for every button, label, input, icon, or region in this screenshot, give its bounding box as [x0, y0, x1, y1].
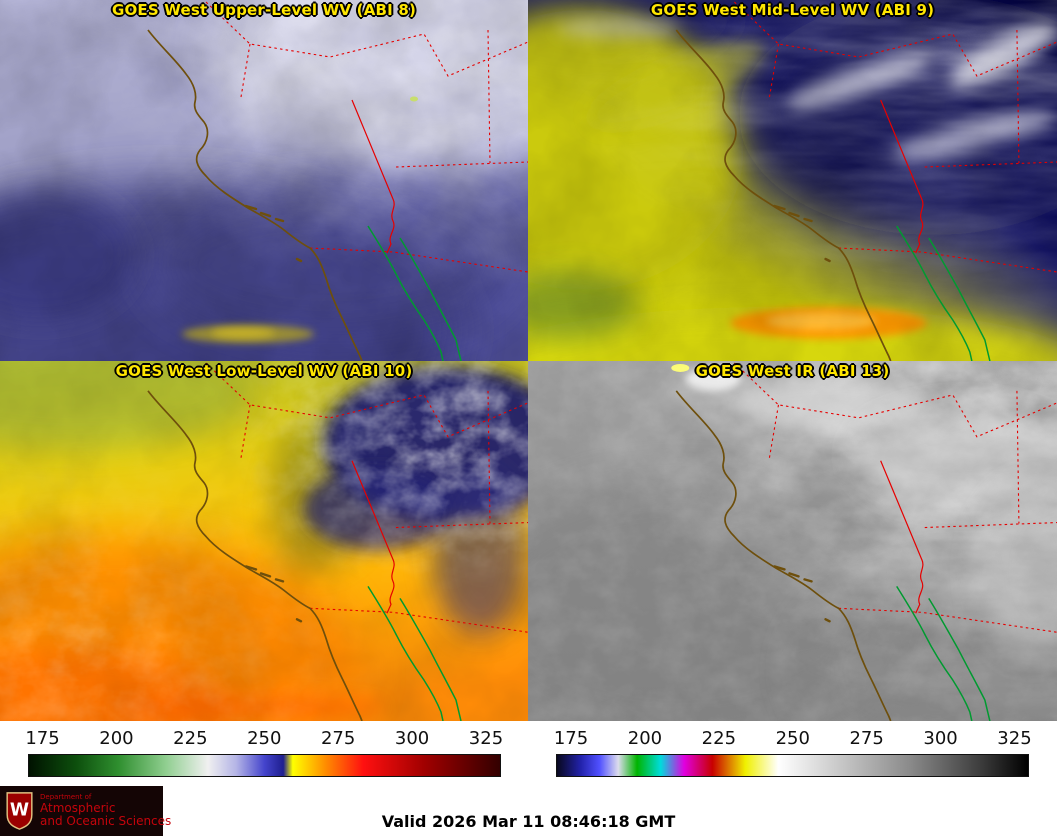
tick-label: 325	[997, 728, 1032, 749]
valid-time: Valid 2026 Mar 11 08:46:18 GMT	[381, 812, 676, 831]
tick-label: 175	[25, 728, 60, 749]
colorbar-row: 175 200 225 250 275 300 325 175 200 225 …	[0, 721, 1057, 785]
wv-colorbar-ticks: 175 200 225 250 275 300 325	[25, 721, 504, 754]
panel-title-abi13: GOES West IR (ABI 13)	[695, 362, 890, 380]
panel-title-abi9: GOES West Mid-Level WV (ABI 9)	[650, 1, 935, 19]
panel-title-abi8: GOES West Upper-Level WV (ABI 8)	[111, 1, 417, 19]
uw-crest-icon: W	[6, 792, 33, 830]
tick-label: 275	[320, 728, 356, 749]
tick-label: 225	[701, 728, 737, 749]
wv-colorbar	[27, 754, 501, 777]
tick-label: 300	[394, 728, 430, 749]
tick-label: 275	[849, 728, 884, 749]
tick-label: 200	[627, 728, 663, 749]
tick-label: 250	[247, 728, 282, 749]
tick-label: 250	[775, 728, 810, 749]
panel-grid: GOES West Upper-Level WV (ABI 8)	[0, 0, 1057, 721]
panel-low-level-wv-abi10: GOES West Low-Level WV (ABI 10)	[0, 361, 528, 721]
tick-label: 175	[553, 728, 589, 749]
tick-label: 225	[173, 728, 208, 749]
satellite-image-abi8	[0, 0, 528, 361]
panel-ir-abi13: GOES West IR (ABI 13)	[528, 361, 1057, 721]
logo-text: Department of Atmospheric and Oceanic Sc…	[40, 792, 172, 828]
uw-aos-logo: W Department of Atmospheric and Oceanic …	[0, 786, 171, 836]
ir-colorbar-column: 175 200 225 250 275 300 325	[529, 721, 1057, 785]
logo-line-1: Atmospheric	[40, 800, 116, 815]
logo-dept-line: Department of	[40, 792, 92, 801]
ir-colorbar	[556, 754, 1030, 777]
satellite-image-abi9	[528, 0, 1057, 361]
crest-letter: W	[10, 800, 29, 820]
tick-label: 300	[923, 728, 958, 749]
wv-colorbar-column: 175 200 225 250 275 300 325	[0, 721, 529, 785]
logo-line-2: and Oceanic Sciences	[40, 813, 172, 828]
tick-label: 200	[99, 728, 134, 749]
panel-mid-level-wv-abi9: GOES West Mid-Level WV (ABI 9)	[528, 0, 1057, 361]
panel-title-abi10: GOES West Low-Level WV (ABI 10)	[115, 362, 413, 380]
panel-upper-level-wv-abi8: GOES West Upper-Level WV (ABI 8)	[0, 0, 528, 361]
ir-colorbar-ticks: 175 200 225 250 275 300 325	[553, 721, 1032, 754]
footer: W Department of Atmospheric and Oceanic …	[0, 786, 1057, 836]
tick-label: 325	[468, 728, 504, 749]
satellite-image-abi13	[528, 361, 1057, 721]
satellite-image-abi10	[0, 361, 528, 721]
